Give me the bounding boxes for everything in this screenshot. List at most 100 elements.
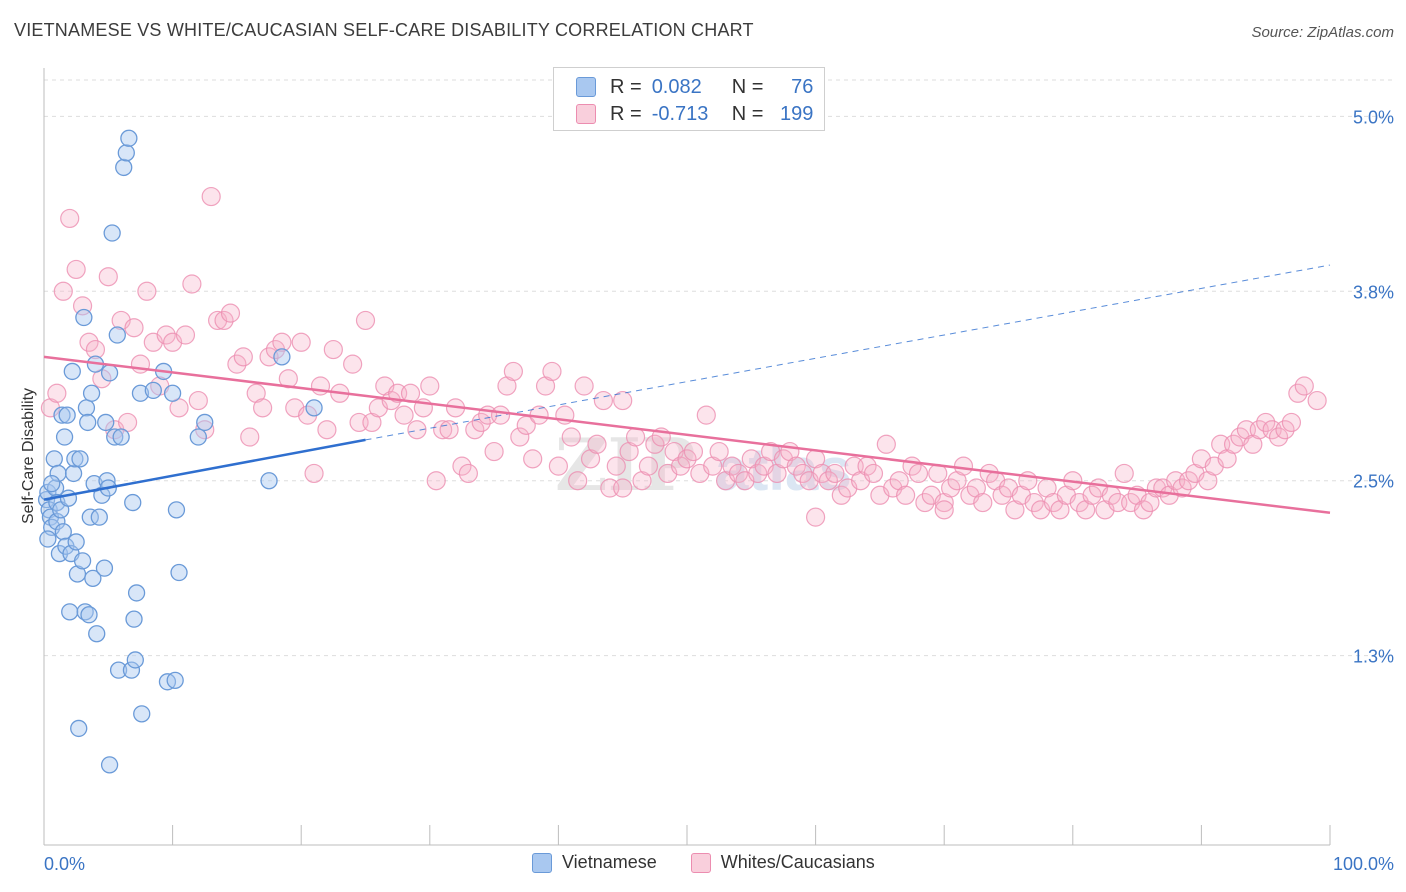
y-axis-title: Self-Care Disability [20,388,37,524]
whites-caucasians-point [613,478,633,498]
whites-caucasians-point [182,274,202,294]
y-tick-label: 2.5% [1353,472,1394,492]
whites-caucasians-point [1178,471,1199,491]
whites-caucasians-point [1024,492,1044,513]
whites-caucasians-point [606,456,626,476]
r-label: R = [610,75,642,98]
whites-caucasians-point [915,492,935,513]
axes [43,68,1331,846]
whites-caucasians-point [1294,376,1314,396]
whites-caucasians-point [793,463,813,484]
vietnamese-swatch [576,77,596,97]
vietnamese-point [80,606,98,624]
chart-title: VIETNAMESE VS WHITE/CAUCASIAN SELF-CARE … [14,20,754,40]
vietnamese-point [117,144,135,162]
whites-caucasians-point [227,354,247,374]
whites-caucasians-point [137,281,157,301]
whites-caucasians-point [60,208,80,229]
whites-caucasians-point [908,463,929,484]
whites-caucasians-point [748,463,768,484]
vietnamese-point [133,705,151,723]
whites-caucasians-point [291,332,311,352]
whites-caucasians-point [220,303,241,323]
vietnamese-point [95,559,114,577]
whites-caucasians-point [645,434,665,454]
vietnamese-point [166,671,184,689]
vietnamese-point [170,563,188,582]
whites-caucasians-point [1281,412,1302,433]
whites-caucasians-point [548,456,569,476]
vietnamese-point [189,428,207,446]
vietnamese-point [61,603,79,621]
whites-caucasians-point [156,325,176,345]
vietnamese-point [39,530,57,548]
whites-caucasians-point [355,310,376,331]
vietnamese-point [70,719,88,738]
y-tick-label: 3.8% [1353,282,1394,302]
whites-caucasians-point [677,449,697,469]
vietnamese-point [77,399,96,417]
legend-item-whites: Whites/Caucasians [690,852,875,873]
whites-caucasians-point [47,383,67,403]
whites-caucasians-trend-line [43,355,1331,515]
whites-caucasians-point [214,310,234,331]
whites-caucasians-point [201,186,221,207]
whites-caucasians-point [420,376,440,396]
r-value: 0.082 [651,75,702,98]
whites-caucasians-point [175,325,196,345]
whites-caucasians-point [973,492,993,513]
whites-caucasians-point [953,456,974,476]
whites-caucasians-point [1288,383,1308,403]
vietnamese-point [54,523,72,541]
vietnamese-trend-extension [365,264,1331,441]
whites-caucasians-point [253,398,273,418]
source-label: Source: ZipAtlas.com [1251,24,1394,41]
whites-caucasians-point [304,463,324,484]
vietnamese-point [163,384,182,402]
vietnamese-point [103,224,121,242]
whites-caucasians-point [709,441,729,462]
vietnamese-point [125,610,143,628]
vietnamese-point [71,450,89,468]
vietnamese-point [122,661,141,679]
n-label: N = [731,75,764,98]
vietnamese-point [100,756,119,774]
y-tick-label: 5.0% [1353,107,1394,127]
whites-caucasians-point [696,405,716,425]
whites-caucasians-point [272,332,292,352]
whites-caucasians-point [1223,434,1244,454]
r-label: R = [610,102,642,125]
vietnamese-point [305,399,323,417]
n-value: 76 [791,75,814,98]
vietnamese-point [167,501,186,519]
whites-caucasians-point [683,441,704,462]
whites-caucasians-point [542,361,562,382]
whites-caucasians-point [1268,427,1289,447]
legend-item-vietnamese: Vietnamese [532,852,657,873]
whites-caucasians-point [1275,420,1295,440]
whites-swatch [576,104,596,124]
legend-label: Whites/Caucasians [720,852,875,872]
whites-caucasians-point [317,420,337,440]
vietnamese-point [112,428,130,446]
vietnamese-point [79,413,97,432]
whites-caucasians-point [465,420,485,440]
whites-caucasians-point [638,456,659,476]
vietnamese-point [84,569,102,587]
vietnamese-point [81,508,99,526]
vietnamese-point [75,308,93,327]
whites-caucasians-point [85,339,106,360]
whites-caucasians-point [240,427,260,447]
whites-caucasians-point [876,434,896,454]
x-tick-label-min: 0.0% [44,854,85,874]
whites-caucasians-point [259,347,279,367]
whites-caucasians-point [1256,412,1276,433]
whites-caucasians-point [1307,390,1327,411]
vietnamese-points [37,129,323,774]
vietnamese-point [273,348,291,366]
whites-caucasians-point [722,456,742,476]
vietnamese-point [58,406,76,424]
vietnamese-point [109,661,128,679]
whites-caucasians-point [233,347,253,367]
vietnamese-point [100,364,119,382]
